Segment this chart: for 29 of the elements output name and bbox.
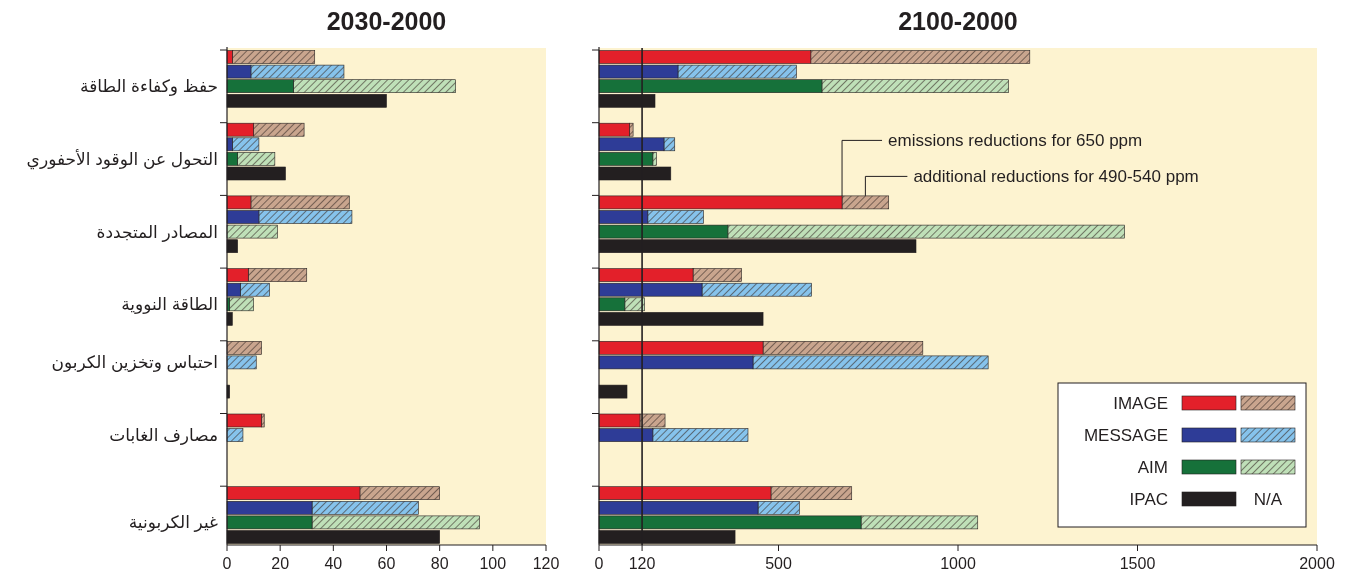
x-tick-label: 80 [430, 555, 449, 572]
y-tick-label: التحول عن الوقود الأحفوري [26, 148, 218, 170]
annotation: N/A [1253, 490, 1283, 509]
legend-label: IMAGE [1113, 394, 1168, 413]
annotation: additional reductions for 490-540 ppm [913, 167, 1199, 187]
legend-label: AIM [1137, 458, 1168, 477]
x-tick-label: 500 [765, 555, 792, 572]
y-tick-label: المصادر المتجددة [96, 222, 218, 242]
y-tick-label: غير الكربونية [128, 513, 219, 533]
y-tick-label: حفظ وكفاءة الطاقة [80, 77, 218, 97]
x-tick-label: 1000 [940, 555, 976, 572]
y-tick-label: احتباس وتخزين الكربون [51, 353, 218, 373]
x-tick-label: 120 [628, 555, 656, 572]
x-tick-label: 20 [271, 555, 290, 572]
chart-title: 2030-2000 [326, 7, 447, 35]
x-tick-label: 100 [479, 555, 507, 572]
x-tick-label: 1500 [1119, 555, 1156, 572]
x-tick-label: 2000 [1299, 555, 1335, 572]
x-tick-label: 60 [377, 555, 396, 572]
y-tick-label: الطاقة النووية [121, 295, 218, 315]
x-tick-label: 120 [532, 555, 560, 572]
x-tick-label: 0 [594, 555, 604, 572]
x-tick-label: 0 [222, 555, 232, 572]
x-tick-label: 40 [324, 555, 343, 572]
legend-label: IPAC [1129, 490, 1168, 509]
annotation: emissions reductions for 650 ppm [888, 131, 1143, 151]
y-tick-label: مصارف الغابات [109, 426, 218, 446]
chart-title: 2100-2000 [898, 7, 1018, 35]
legend-label: MESSAGE [1083, 426, 1168, 445]
